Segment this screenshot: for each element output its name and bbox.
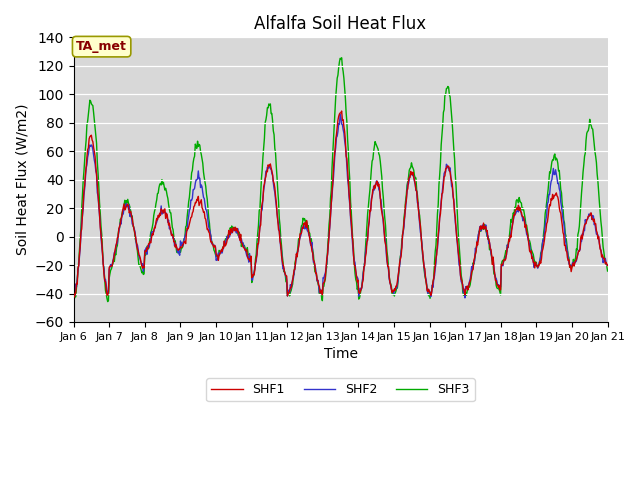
- SHF2: [79, 206, 87, 212]
- SHF3: [79, 178, 87, 184]
- SHF2: [134, 246, 142, 252]
- SHF2: [604, 262, 611, 268]
- SHF1: [135, 252, 143, 258]
- SHF1: [422, 280, 430, 286]
- Line: SHF1: SHF1: [74, 111, 607, 297]
- Line: SHF3: SHF3: [74, 58, 607, 301]
- SHF2: [406, 172, 414, 178]
- Title: Alfalfa Soil Heat Flux: Alfalfa Soil Heat Flux: [255, 15, 427, 33]
- SHF1: [70, 294, 78, 300]
- Line: SHF2: SHF2: [74, 114, 607, 298]
- SHF1: [218, 247, 225, 253]
- SHF1: [189, 209, 197, 215]
- SHF3: [218, 249, 225, 255]
- Text: TA_met: TA_met: [76, 40, 127, 53]
- Legend: SHF1, SHF2, SHF3: SHF1, SHF2, SHF3: [206, 378, 475, 401]
- SHF3: [189, 160, 197, 166]
- SHF1: [70, 290, 77, 296]
- SHF3: [407, 165, 415, 170]
- SHF2: [461, 295, 468, 301]
- SHF2: [422, 275, 429, 280]
- SHF3: [604, 268, 611, 274]
- SHF2: [70, 291, 77, 297]
- X-axis label: Time: Time: [324, 347, 358, 361]
- SHF2: [189, 195, 196, 201]
- SHF3: [422, 280, 430, 286]
- SHF2: [337, 111, 344, 117]
- SHF3: [104, 299, 111, 304]
- SHF1: [407, 168, 415, 174]
- SHF2: [217, 249, 225, 254]
- SHF3: [70, 294, 77, 300]
- SHF1: [338, 108, 346, 114]
- SHF3: [338, 55, 346, 60]
- Y-axis label: Soil Heat Flux (W/m2): Soil Heat Flux (W/m2): [15, 104, 29, 255]
- SHF1: [604, 263, 611, 268]
- SHF1: [80, 188, 88, 193]
- SHF3: [135, 263, 143, 268]
